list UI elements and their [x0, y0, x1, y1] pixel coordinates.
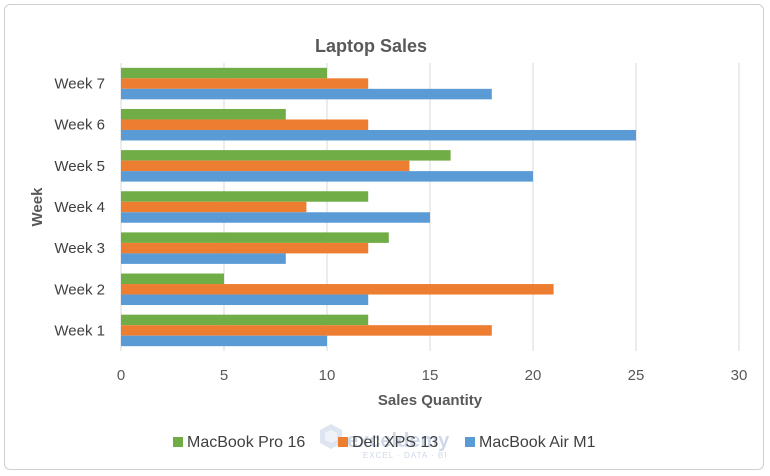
watermark-logo-icon	[320, 424, 342, 449]
chart-title: Laptop Sales	[315, 36, 427, 56]
bar	[121, 325, 492, 336]
x-tick-label: 10	[319, 367, 336, 384]
category-labels: Week 1 Week 2 Week 3 Week 4 Week 5 Week 6 Week…	[54, 76, 105, 340]
legend-swatch	[338, 437, 348, 447]
bar	[121, 191, 369, 202]
bar	[121, 108, 286, 120]
x-tick-label: 20	[525, 367, 542, 384]
x-tick-label: 0	[117, 367, 125, 384]
bars	[121, 67, 636, 347]
watermark-tagline: EXCEL · DATA · BI	[363, 451, 447, 460]
category-label: Week 6	[54, 117, 105, 134]
legend: MacBook Pro 16 Dell XPS 13 MacBook Air M1	[173, 434, 596, 451]
category-label: Week 2	[54, 281, 105, 298]
bar	[121, 253, 286, 264]
category-label: Week 7	[54, 76, 105, 93]
bar	[121, 284, 554, 295]
x-tick-label: 5	[220, 367, 228, 384]
bar	[121, 160, 410, 172]
category-label: Week 5	[54, 158, 105, 175]
bar	[121, 201, 307, 213]
category-label: Week 3	[54, 240, 105, 257]
chart-frame: Laptop Sales Week 1 Week 2 Week 3 Week 4 Wee…	[4, 4, 764, 470]
bar	[121, 212, 430, 223]
x-axis-title: Sales Quantity	[378, 392, 483, 409]
x-tick-label: 15	[422, 367, 439, 384]
bar	[121, 294, 369, 306]
legend-label: Dell XPS 13	[352, 434, 438, 451]
legend-label: MacBook Air M1	[479, 434, 596, 451]
bar	[121, 171, 533, 182]
bar	[121, 314, 369, 326]
legend-swatch	[465, 437, 475, 447]
bar	[121, 67, 327, 79]
bar	[121, 232, 389, 243]
x-tick-label: 25	[628, 367, 645, 384]
x-tick-label: 30	[731, 367, 748, 384]
legend-label: MacBook Pro 16	[187, 434, 305, 451]
bar	[121, 335, 327, 347]
bar	[121, 119, 369, 130]
bar	[121, 273, 224, 285]
bar	[121, 150, 451, 161]
bar	[121, 129, 636, 141]
x-tick-labels: 0 5 10 15 20 25 30	[117, 367, 748, 384]
watermark-name: exceldemy	[347, 430, 450, 452]
y-axis-title: Week	[29, 187, 46, 227]
category-label: Week 1	[54, 322, 105, 339]
bar	[121, 242, 369, 254]
bar	[121, 78, 369, 89]
category-label: Week 4	[54, 199, 105, 216]
watermark: exceldemy EXCEL · DATA · BI	[320, 424, 450, 460]
bar	[121, 88, 492, 100]
legend-swatch	[173, 437, 183, 447]
